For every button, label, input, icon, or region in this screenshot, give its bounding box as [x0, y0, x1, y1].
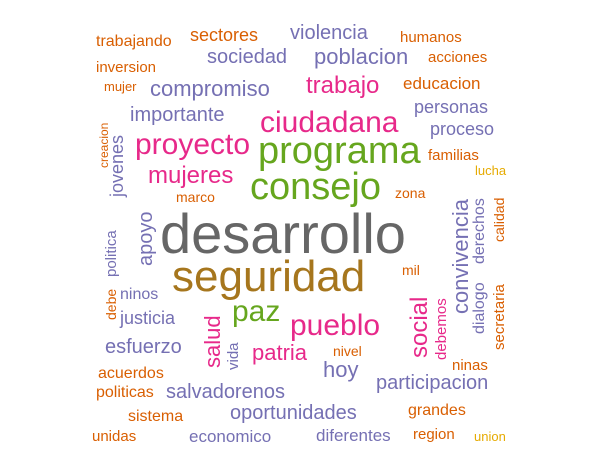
- word-patria: patria: [252, 340, 308, 365]
- word-personas: personas: [414, 97, 489, 117]
- word-inversion: inversion: [96, 59, 157, 76]
- word-debe: debe: [103, 288, 119, 320]
- word-trabajando: trabajando: [96, 33, 172, 50]
- word-ciudadana: ciudadana: [260, 106, 399, 139]
- word-region: region: [413, 426, 455, 443]
- word-seguridad: seguridad: [172, 252, 366, 301]
- word-salud: salud: [200, 315, 225, 368]
- word-poblacion: poblacion: [314, 44, 409, 69]
- word-union: union: [474, 429, 506, 444]
- word-derechos: derechos: [471, 198, 488, 264]
- word-proyecto: proyecto: [135, 128, 251, 161]
- word-trabajo: trabajo: [306, 72, 380, 99]
- word-dialogo: dialogo: [471, 282, 488, 334]
- word-politica: politica: [103, 230, 120, 277]
- word-justicia: justicia: [120, 308, 176, 328]
- word-debemos: debemos: [433, 298, 450, 360]
- word-mujer: mujer: [104, 79, 137, 94]
- word-importante: importante: [130, 104, 225, 126]
- word-lucha: lucha: [475, 163, 507, 178]
- word-ninos: ninos: [120, 286, 159, 303]
- word-calidad: calidad: [491, 197, 507, 242]
- word-nivel: nivel: [333, 343, 362, 359]
- word-consejo: consejo: [250, 166, 381, 208]
- word-pueblo: pueblo: [290, 309, 381, 342]
- word-educacion: educacion: [403, 74, 481, 93]
- word-apoyo: apoyo: [135, 211, 157, 267]
- word-mujeres: mujeres: [148, 162, 234, 189]
- word-acuerdos: acuerdos: [98, 365, 164, 382]
- word-desarrollo: desarrollo: [160, 202, 406, 265]
- word-familias: familias: [428, 147, 479, 164]
- word-proceso: proceso: [430, 119, 495, 139]
- word-jovenes: jovenes: [107, 134, 127, 197]
- word-grandes: grandes: [408, 402, 466, 419]
- word-sistema: sistema: [128, 408, 184, 425]
- word-mil: mil: [402, 262, 420, 278]
- word-convivencia: convivencia: [448, 199, 473, 314]
- word-esfuerzo: esfuerzo: [105, 336, 182, 358]
- word-marco: marco: [176, 189, 215, 205]
- word-salvadorenos: salvadorenos: [166, 381, 285, 403]
- word-economico: economico: [189, 427, 272, 446]
- word-secretaria: secretaria: [491, 284, 508, 350]
- word-hoy: hoy: [323, 357, 359, 382]
- word-paz: paz: [232, 295, 281, 328]
- word-oportunidades: oportunidades: [230, 402, 357, 424]
- word-compromiso: compromiso: [150, 76, 270, 101]
- word-social: social: [406, 296, 433, 358]
- word-diferentes: diferentes: [316, 426, 391, 445]
- word-acciones: acciones: [428, 49, 488, 66]
- word-vida: vida: [225, 342, 242, 370]
- word-programa: programa: [258, 130, 421, 172]
- word-violencia: violencia: [290, 22, 368, 44]
- word-sociedad: sociedad: [207, 46, 288, 68]
- word-zona: zona: [395, 185, 426, 201]
- word-sectores: sectores: [190, 25, 259, 45]
- word-politicas: politicas: [96, 384, 154, 401]
- word-humanos: humanos: [400, 29, 462, 46]
- word-unidas: unidas: [92, 428, 137, 445]
- word-ninas: ninas: [452, 357, 488, 374]
- word-participacion: participacion: [376, 372, 489, 394]
